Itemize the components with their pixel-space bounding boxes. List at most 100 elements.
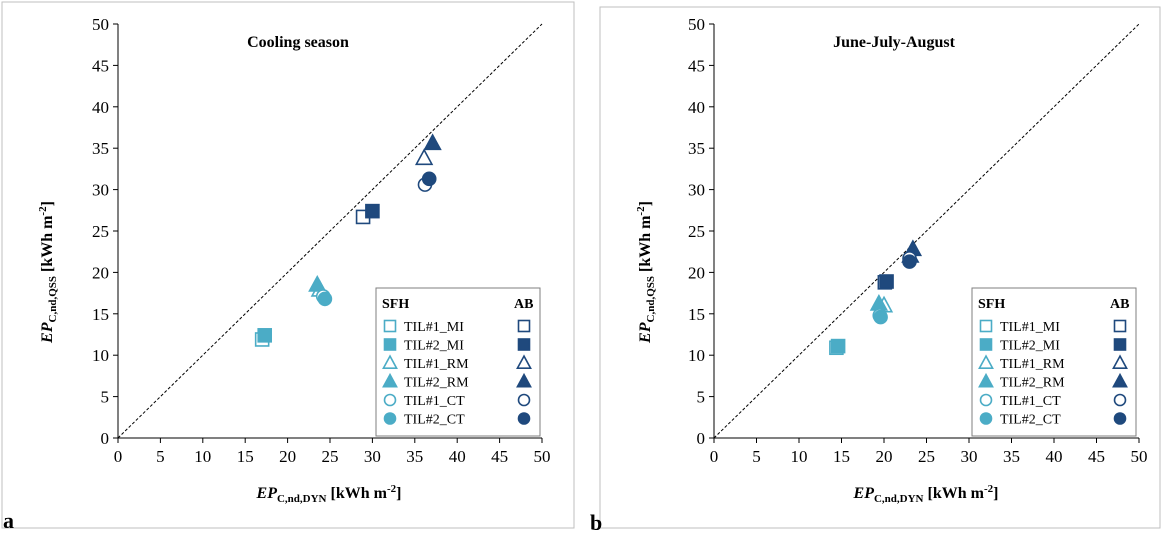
x-tick-label: 35: [1003, 447, 1020, 466]
legend-entry-label: TIL#1_CT: [404, 394, 465, 409]
y-tick-label: 0: [697, 429, 706, 448]
x-tick-label: 50: [534, 447, 551, 466]
y-tick-label: 40: [688, 98, 705, 117]
y-tick-label: 30: [92, 181, 109, 200]
panel-a-y-ticks: 0 5 10 15 20 25 30 35 40 45 50: [92, 15, 118, 448]
panel-b-identity-line: [713, 23, 1140, 439]
panel-a-y-axis-label: EPC,nd,QSS [kWh m-2]: [37, 201, 59, 344]
panel-a-points: [254, 133, 442, 347]
y-tick-label: 25: [92, 222, 109, 241]
legend-entry-label: TIL#1_MI: [404, 320, 464, 335]
legend-entry-label: TIL#2_CT: [404, 413, 465, 428]
legend-marker-sfh: [979, 319, 993, 333]
x-tick-label: 15: [237, 447, 254, 466]
panel-a-identity-line: [117, 23, 543, 439]
legend-entry-label: TIL#1_MI: [1000, 320, 1060, 335]
x-tick-label: 25: [322, 447, 339, 466]
panel-a-label: a: [3, 508, 14, 532]
legend-marker-sfh: [979, 393, 993, 407]
panel-b: 0 5 10 15 20 25 30 35 40 45 50 0 5 10 15 20 25 30 35 40 45 5…: [590, 6, 1161, 535]
panel-b-label: b: [590, 510, 602, 532]
legend-marker-sfh: [383, 412, 397, 425]
legend-marker-sfh: [383, 393, 397, 407]
data-point-sfh-til2-ct: [873, 309, 888, 325]
legend-frame: [971, 287, 1137, 437]
legend-marker-sfh: [382, 372, 398, 388]
legend-entry-label: TIL#2_RM: [404, 376, 469, 391]
legend-entry-label: TIL#2_CT: [1000, 413, 1061, 428]
panel-b-x-ticks: 0 5 10 15 20 25 30 35 40 45 50: [710, 438, 1148, 466]
legend-marker-ab: [516, 372, 532, 388]
y-tick-label: 50: [688, 15, 705, 34]
legend-marker-sfh: [979, 412, 993, 425]
y-tick-label: 15: [92, 305, 109, 324]
y-tick-label: 10: [688, 346, 705, 365]
data-point-sfh-til2-mi: [257, 328, 273, 343]
y-tick-label: 25: [688, 222, 705, 241]
legend-header-sfh: SFH: [978, 297, 1005, 312]
legend-marker-sfh: [979, 338, 993, 351]
x-tick-label: 35: [406, 447, 423, 466]
y-tick-label: 30: [688, 181, 705, 200]
y-tick-label: 20: [688, 263, 705, 282]
x-tick-label: 40: [449, 447, 466, 466]
y-tick-label: 45: [92, 56, 109, 75]
x-tick-label: 45: [491, 447, 508, 466]
legend-entry-label: TIL#1_RM: [1000, 357, 1065, 372]
legend-marker-ab: [1113, 338, 1127, 351]
data-point-ab-til2-rm: [423, 133, 442, 151]
x-tick-label: 40: [1046, 447, 1063, 466]
panel-a-legend: SFH AB TIL#1_MI TIL#2_MI TIL#1_RM TIL#2_RM TIL…: [375, 287, 541, 437]
x-tick-label: 30: [961, 447, 978, 466]
x-tick-label: 20: [876, 447, 893, 466]
legend-entry-label: TIL#2_MI: [404, 339, 464, 354]
legend-marker-sfh: [383, 338, 397, 351]
panel-a-x-axis-label: EPC,nd,DYN [kWh m-2]: [256, 483, 402, 505]
legend-marker-ab: [517, 319, 531, 333]
legend-marker-ab: [1113, 393, 1127, 407]
y-tick-label: 5: [697, 388, 706, 407]
y-tick-label: 10: [92, 346, 109, 365]
y-tick-label: 20: [92, 263, 109, 282]
legend-marker-ab: [1112, 354, 1128, 369]
data-point-sfh-til2-ct: [317, 291, 333, 307]
legend-entry-label: TIL#2_RM: [1000, 376, 1065, 391]
panel-a-title: Cooling season: [247, 34, 349, 51]
x-tick-label: 0: [114, 447, 123, 466]
panel-b-y-axis-label: EPC,nd,QSS [kWh m-2]: [635, 201, 657, 344]
data-point-sfh-til2-mi: [830, 338, 846, 354]
x-tick-label: 10: [194, 447, 211, 466]
panel-b-y-ticks: 0 5 10 15 20 25 30 35 40 45 50: [688, 15, 714, 448]
legend-frame: [375, 287, 541, 437]
legend-marker-sfh: [383, 319, 397, 333]
x-tick-label: 50: [1131, 447, 1148, 466]
data-point-ab-til2-ct: [421, 171, 437, 187]
x-tick-label: 15: [833, 447, 850, 466]
panel-b-points: [829, 239, 923, 356]
legend-marker-ab: [1113, 412, 1127, 425]
legend-marker-ab: [517, 338, 531, 351]
y-tick-label: 35: [92, 139, 109, 158]
data-point-ab-til1-rm: [414, 148, 434, 166]
legend-marker-ab: [517, 412, 531, 425]
legend-header-ab: AB: [1110, 297, 1129, 312]
legend-marker-sfh: [978, 354, 994, 369]
x-tick-label: 10: [791, 447, 808, 466]
y-tick-label: 5: [101, 388, 110, 407]
data-point-ab-til2-mi: [879, 274, 894, 289]
legend-marker-sfh: [382, 354, 398, 369]
panel-b-title: June-July-August: [833, 34, 955, 51]
data-point-ab-til2-mi: [365, 203, 380, 219]
x-tick-label: 20: [279, 447, 296, 466]
x-tick-label: 5: [156, 447, 165, 466]
data-point-ab-til2-ct: [902, 254, 917, 269]
y-tick-label: 50: [92, 15, 109, 34]
panel-b-legend: SFH AB TIL#1_MI TIL#2_MI TIL#1_RM TIL#2_RM TIL…: [971, 287, 1137, 437]
y-tick-label: 40: [92, 98, 109, 117]
x-tick-label: 30: [364, 447, 381, 466]
y-tick-label: 15: [688, 305, 705, 324]
panel-b-x-axis-label: EPC,nd,DYN [kWh m-2]: [853, 483, 999, 505]
x-tick-label: 0: [710, 447, 719, 466]
legend-header-ab: AB: [514, 297, 533, 312]
